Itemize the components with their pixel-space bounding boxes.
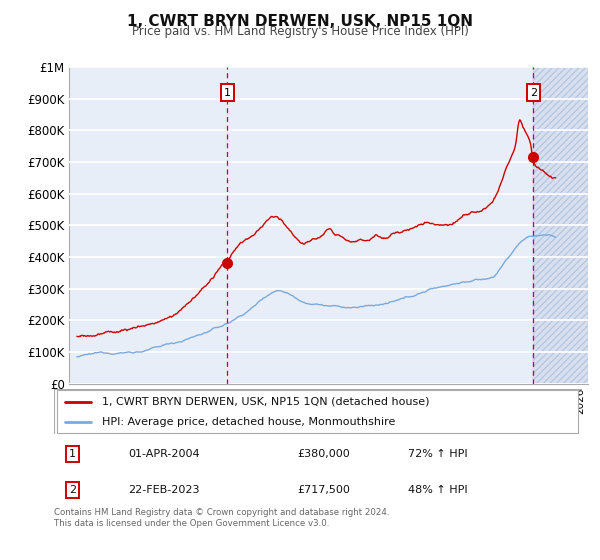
Text: 01-APR-2004: 01-APR-2004 [128, 449, 200, 459]
Text: 1, CWRT BRYN DERWEN, USK, NP15 1QN (detached house): 1, CWRT BRYN DERWEN, USK, NP15 1QN (deta… [101, 396, 429, 407]
Text: 1, CWRT BRYN DERWEN, USK, NP15 1QN: 1, CWRT BRYN DERWEN, USK, NP15 1QN [127, 14, 473, 29]
FancyBboxPatch shape [56, 390, 578, 433]
Text: 1: 1 [224, 87, 230, 97]
Text: 48% ↑ HPI: 48% ↑ HPI [408, 485, 467, 495]
Text: Price paid vs. HM Land Registry's House Price Index (HPI): Price paid vs. HM Land Registry's House … [131, 25, 469, 38]
Bar [533, 67, 588, 384]
Text: £717,500: £717,500 [297, 485, 350, 495]
Text: £380,000: £380,000 [297, 449, 350, 459]
Text: 1: 1 [69, 449, 76, 459]
Text: 2: 2 [530, 87, 537, 97]
Text: 72% ↑ HPI: 72% ↑ HPI [408, 449, 467, 459]
Text: Contains HM Land Registry data © Crown copyright and database right 2024.
This d: Contains HM Land Registry data © Crown c… [54, 508, 389, 528]
Bar [533, 67, 588, 384]
Text: 2: 2 [69, 485, 76, 495]
Text: 22-FEB-2023: 22-FEB-2023 [128, 485, 199, 495]
Text: HPI: Average price, detached house, Monmouthshire: HPI: Average price, detached house, Monm… [101, 417, 395, 427]
